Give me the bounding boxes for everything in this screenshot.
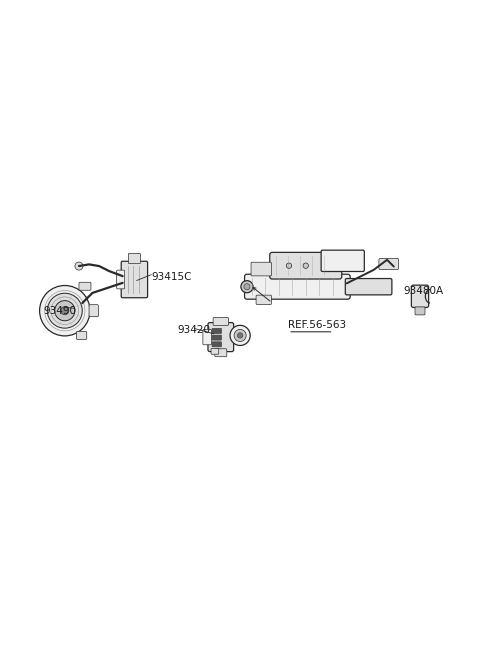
Circle shape: [244, 284, 250, 290]
FancyBboxPatch shape: [256, 295, 272, 305]
FancyBboxPatch shape: [215, 348, 227, 357]
Circle shape: [75, 262, 83, 270]
FancyBboxPatch shape: [379, 258, 398, 270]
FancyBboxPatch shape: [76, 331, 87, 339]
FancyBboxPatch shape: [121, 261, 148, 298]
Circle shape: [286, 263, 292, 269]
FancyBboxPatch shape: [213, 318, 228, 326]
Text: 93490: 93490: [43, 306, 76, 316]
Circle shape: [303, 263, 309, 269]
FancyBboxPatch shape: [411, 285, 429, 307]
FancyBboxPatch shape: [212, 328, 221, 333]
FancyBboxPatch shape: [244, 274, 350, 299]
FancyBboxPatch shape: [117, 270, 125, 289]
FancyBboxPatch shape: [251, 262, 272, 276]
FancyBboxPatch shape: [211, 348, 219, 354]
FancyBboxPatch shape: [345, 278, 392, 295]
FancyBboxPatch shape: [77, 297, 87, 309]
Circle shape: [40, 286, 90, 336]
FancyBboxPatch shape: [203, 329, 212, 345]
Circle shape: [61, 307, 69, 315]
Circle shape: [48, 293, 82, 328]
Text: 93415C: 93415C: [151, 272, 192, 282]
Circle shape: [55, 301, 75, 321]
FancyBboxPatch shape: [208, 322, 234, 352]
Circle shape: [238, 333, 243, 338]
Circle shape: [234, 329, 246, 341]
Text: 93480A: 93480A: [403, 286, 444, 297]
FancyBboxPatch shape: [89, 305, 98, 317]
FancyBboxPatch shape: [415, 307, 425, 315]
FancyBboxPatch shape: [270, 252, 342, 279]
Text: 93420: 93420: [178, 325, 211, 335]
FancyBboxPatch shape: [321, 250, 364, 272]
Circle shape: [230, 326, 250, 345]
Text: REF.56-563: REF.56-563: [288, 320, 346, 330]
Circle shape: [241, 280, 253, 293]
FancyBboxPatch shape: [212, 342, 221, 346]
FancyBboxPatch shape: [129, 253, 140, 264]
FancyBboxPatch shape: [212, 335, 221, 340]
FancyBboxPatch shape: [79, 282, 91, 290]
